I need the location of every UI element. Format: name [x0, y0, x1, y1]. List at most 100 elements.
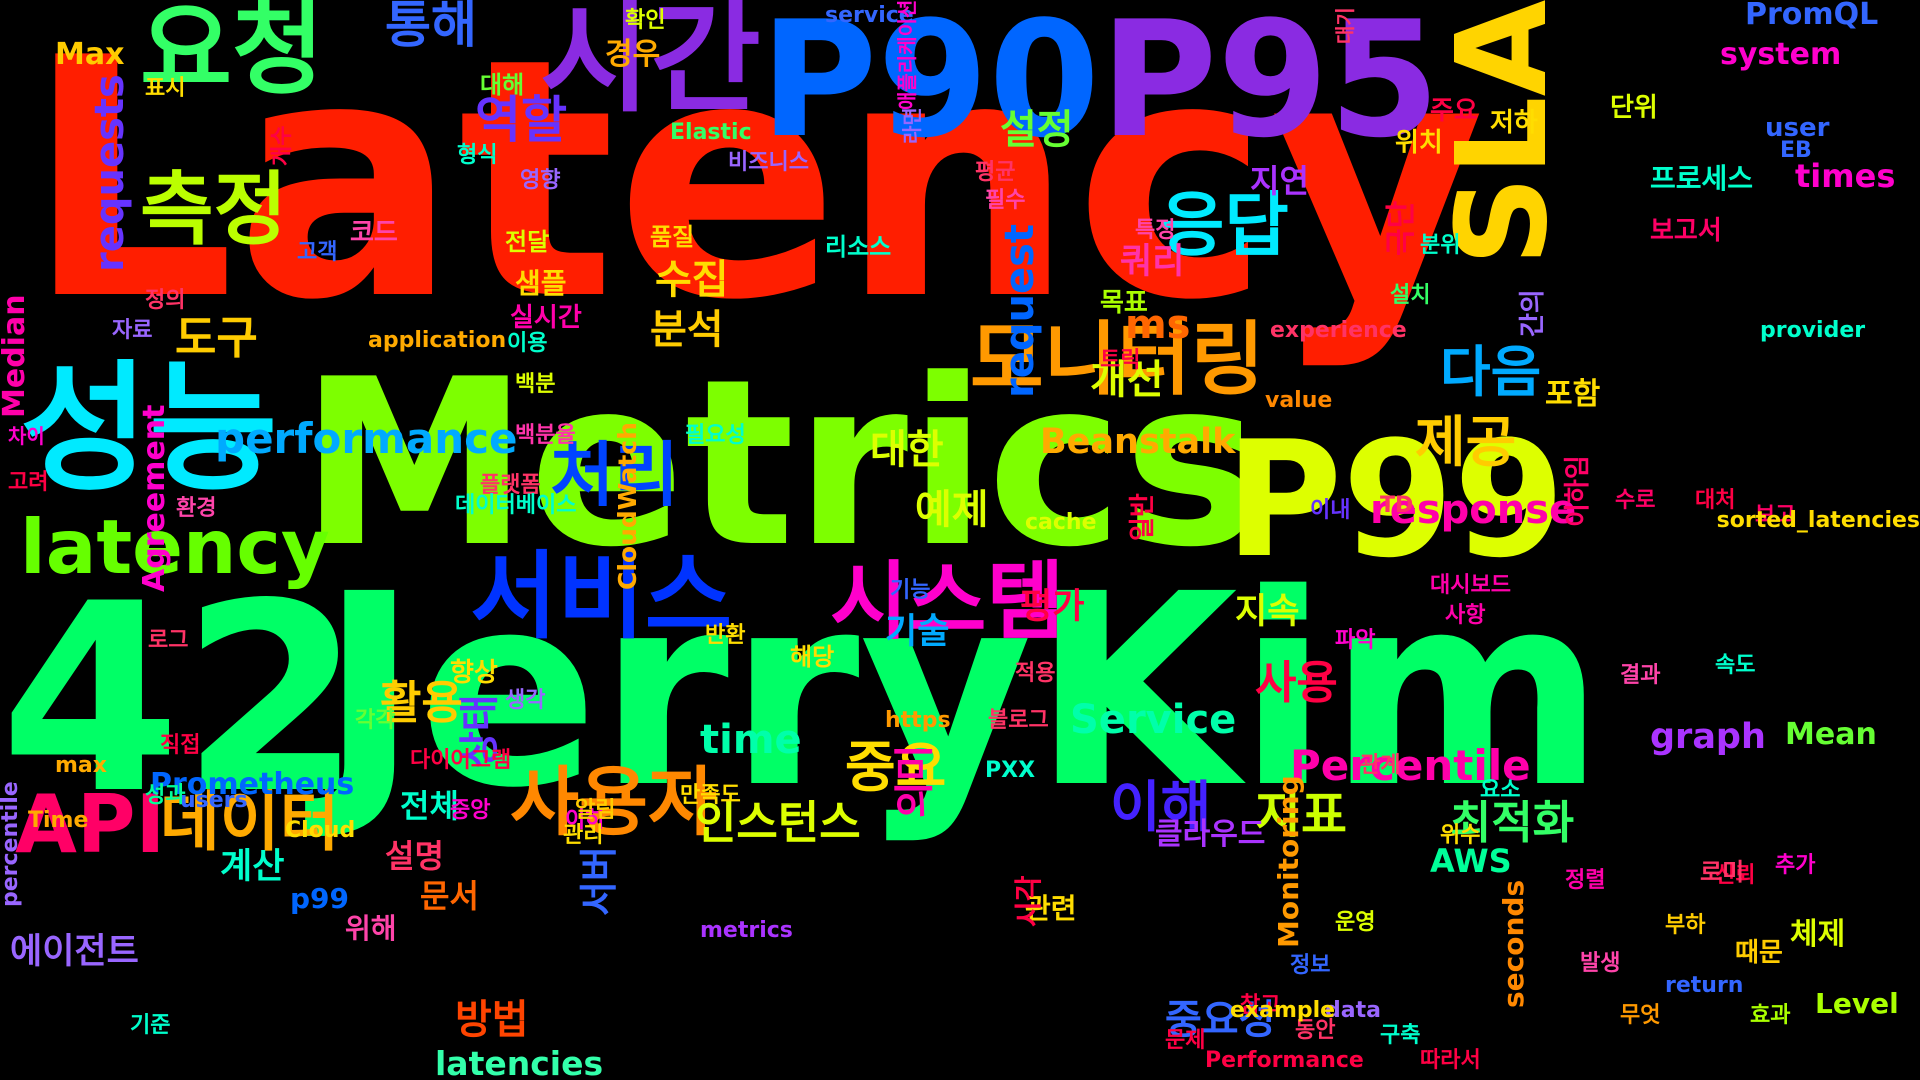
cloud-word: JerryKim — [320, 538, 1605, 846]
cloud-word: 환경 — [176, 496, 217, 521]
cloud-word: P99 — [1225, 406, 1565, 593]
cloud-word: 이용 — [507, 331, 548, 356]
cloud-word: 차이 — [8, 424, 45, 448]
cloud-word: 보고 — [1755, 503, 1796, 528]
cloud-word: 요소 — [1480, 778, 1521, 803]
cloud-word: application — [368, 328, 507, 353]
cloud-word: Time — [28, 808, 89, 833]
cloud-word: PXX — [985, 758, 1036, 783]
cloud-word: CloudWatch — [613, 422, 642, 590]
cloud-word: 쿼리 — [1120, 242, 1185, 282]
cloud-word: 이해 — [1110, 775, 1212, 839]
cloud-word: API — [15, 778, 166, 871]
cloud-word: 42 — [0, 549, 362, 851]
cloud-word: 정의 — [145, 288, 186, 313]
cloud-word: value — [1265, 388, 1333, 413]
cloud-word: 분위 — [1420, 233, 1461, 258]
cloud-word: 의미 — [892, 744, 938, 818]
cloud-word: 시각 — [1012, 875, 1045, 927]
cloud-word: request — [997, 223, 1043, 398]
cloud-word: 표시 — [145, 76, 186, 101]
cloud-word: 정렬 — [1565, 868, 1606, 893]
cloud-word: 방법 — [455, 997, 529, 1043]
cloud-word: 지연 — [1250, 162, 1309, 200]
cloud-word: 대기 — [1333, 7, 1357, 44]
cloud-word: users — [180, 788, 248, 813]
cloud-word: 리소스 — [825, 233, 892, 261]
cloud-word: metrics — [700, 918, 793, 943]
cloud-word: Max — [55, 37, 125, 72]
cloud-word: 백분 — [515, 372, 556, 397]
cloud-word: 다이어그램 — [410, 748, 512, 773]
cloud-word: 개수 — [270, 125, 295, 167]
cloud-word: 관계 — [1360, 753, 1401, 778]
cloud-word: performance — [215, 414, 518, 463]
cloud-word: 데이터베이스 — [455, 493, 577, 518]
cloud-word: 부하 — [1665, 913, 1706, 938]
cloud-word: 샘플 — [515, 267, 567, 300]
cloud-word: 대한 — [870, 427, 944, 473]
cloud-word: latencies — [435, 1044, 604, 1080]
cloud-word: 수집 — [655, 257, 729, 303]
cloud-word: 정보 — [1290, 953, 1331, 978]
cloud-word: 영향 — [520, 168, 561, 193]
cloud-word: 요청 — [140, 0, 324, 108]
cloud-word: 추가 — [1775, 853, 1816, 878]
cloud-word: 전체 — [400, 787, 459, 825]
cloud-word: PromQL — [1745, 0, 1879, 32]
cloud-word: 무엇 — [1620, 1003, 1661, 1028]
cloud-word: 데이터 — [160, 785, 340, 860]
cloud-word: 속도 — [1715, 653, 1756, 678]
cloud-word: 활용 — [380, 676, 463, 729]
cloud-word: 응답 — [1160, 184, 1289, 266]
cloud-word: 트릭 — [1100, 348, 1141, 373]
cloud-word: max — [55, 753, 107, 778]
cloud-word: 알림 — [575, 798, 616, 823]
cloud-word: 평균 — [975, 160, 1016, 185]
cloud-word: 처리 — [550, 434, 679, 516]
cloud-word: 적용 — [1015, 661, 1056, 686]
cloud-word: 직접 — [160, 733, 201, 758]
cloud-word: 고객 — [297, 240, 338, 265]
cloud-word: 향상 — [450, 658, 498, 688]
cloud-word: 이내 — [1310, 498, 1351, 523]
cloud-word: 경우 — [605, 37, 661, 72]
cloud-word: 기능 — [890, 578, 931, 603]
cloud-word: 효과 — [1750, 1003, 1791, 1028]
cloud-word: 다음 — [1440, 340, 1542, 404]
cloud-word: 구축 — [1380, 1023, 1421, 1048]
cloud-word: example — [1230, 998, 1336, 1023]
cloud-word: Performance — [1205, 1048, 1364, 1073]
cloud-word: user — [1765, 113, 1830, 143]
cloud-word: P90 — [760, 0, 1100, 173]
cloud-word: 동안 — [1295, 1018, 1336, 1043]
cloud-word: 저하 — [1490, 108, 1538, 138]
cloud-word: 프로세스 — [1650, 162, 1754, 195]
cloud-word: 개선 — [1090, 357, 1164, 403]
cloud-word: 때문 — [1735, 938, 1783, 968]
cloud-word: 따라서 — [1420, 1048, 1481, 1073]
cloud-word: 참고 — [1240, 993, 1281, 1018]
cloud-word: 사용자 — [510, 758, 718, 846]
cloud-word: 전달 — [505, 228, 550, 256]
cloud-word: 필수 — [985, 188, 1026, 213]
cloud-word: Percentile — [1290, 741, 1531, 790]
cloud-word: 코드 — [350, 218, 398, 248]
cloud-word: data — [1325, 998, 1381, 1023]
cloud-word: 평가 — [1020, 587, 1085, 627]
cloud-word: times — [1795, 157, 1896, 195]
cloud-word: 설치 — [1390, 283, 1431, 308]
cloud-word: 위치 — [1395, 128, 1443, 158]
cloud-word: 통해 — [385, 0, 477, 54]
cloud-word: 최적화 — [1450, 796, 1575, 849]
cloud-word: 파악 — [1335, 628, 1376, 653]
cloud-word: graph — [1650, 717, 1766, 757]
cloud-word: 기준 — [130, 1013, 171, 1038]
cloud-word: 문서 — [420, 877, 479, 915]
cloud-word: percentile — [0, 781, 23, 907]
cloud-word: 위수 — [1440, 823, 1481, 848]
cloud-word: 극단 — [1384, 200, 1419, 256]
cloud-word: Median — [0, 294, 32, 418]
cloud-word: 해당 — [790, 643, 835, 671]
